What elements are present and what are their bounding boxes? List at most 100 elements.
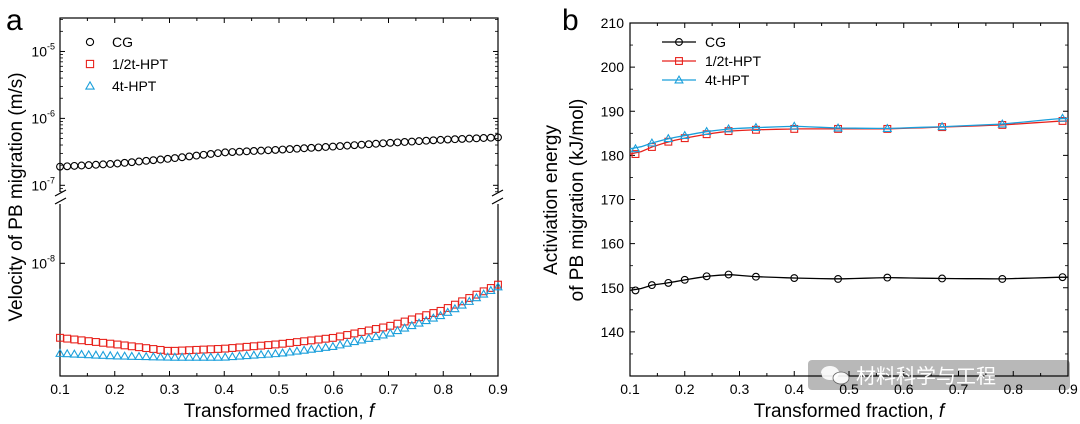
data-point-4t-HPT <box>493 281 503 291</box>
data-point-4t-HPT <box>263 349 274 358</box>
x-tick-label: 0.7 <box>949 381 969 397</box>
data-point-CG <box>91 160 100 169</box>
data-point-CG <box>135 157 143 166</box>
y-tick-label: 180 <box>601 147 625 163</box>
data-point-CG <box>127 158 136 167</box>
data-point-1/2t-HPT <box>199 345 208 354</box>
data-point-4t-HPT <box>249 350 259 359</box>
data-point-CG <box>494 133 502 142</box>
data-point-CG <box>113 159 122 168</box>
data-point-1/2t-HPT <box>998 120 1007 129</box>
data-point-4t-HPT <box>227 351 238 361</box>
data-point-CG <box>883 273 892 282</box>
data-point-1/2t-HPT <box>350 329 359 338</box>
data-point-4t-HPT <box>414 318 424 327</box>
wechat-icon <box>821 366 850 385</box>
chart-b-y-axis-label-line2: of PB migration (kJ/mol) <box>567 99 588 302</box>
data-point-4t-HPT <box>327 341 338 350</box>
data-point-CG <box>192 151 201 160</box>
data-point-4t-HPT <box>435 310 446 320</box>
data-point-CG <box>142 156 151 165</box>
data-point-4t-HPT <box>112 350 123 360</box>
data-point-4t-HPT <box>385 328 396 337</box>
y-tick-label: 150 <box>601 280 625 296</box>
data-point-CG <box>343 141 352 150</box>
data-point-4t-HPT <box>98 350 108 359</box>
legend-marker <box>675 57 683 65</box>
data-point-CG <box>393 138 402 147</box>
data-point-CG <box>328 142 337 151</box>
data-point-CG <box>264 146 273 155</box>
data-point-4t-HPT <box>313 343 324 352</box>
data-point-1/2t-HPT <box>364 326 373 335</box>
data-point-4t-HPT <box>270 348 281 358</box>
legend-label: 4t-HPT <box>112 78 157 94</box>
data-point-4t-HPT <box>679 130 690 140</box>
data-point-1/2t-HPT <box>228 344 237 352</box>
data-point-4t-HPT <box>833 122 843 132</box>
data-point-4t-HPT <box>292 346 302 355</box>
data-point-CG <box>249 147 258 155</box>
data-point-CG <box>631 286 640 295</box>
data-point-4t-HPT <box>119 351 130 360</box>
data-point-4t-HPT <box>356 334 367 344</box>
panel-letter-b: b <box>562 4 579 37</box>
data-point-4t-HPT <box>428 313 439 322</box>
data-point-CG <box>149 156 158 165</box>
x-tick-label: 0.3 <box>730 381 750 397</box>
x-tick-label: 0.9 <box>488 381 508 397</box>
data-point-4t-HPT <box>751 122 761 132</box>
chart-b-frame <box>629 22 1069 377</box>
data-point-CG <box>314 143 323 152</box>
y-tick-label: 10-7 <box>31 175 55 193</box>
legend-label: 1/2t-HPT <box>112 56 168 72</box>
data-point-CG <box>199 150 208 159</box>
chart-b: 0.1 0.2 0.3 0.4 0.5 0.6 0.7 0.8 0.9 140 150 160 170… <box>541 15 1078 422</box>
data-point-CG <box>415 137 423 146</box>
data-point-4t-HPT <box>91 350 101 359</box>
data-point-1/2t-HPT <box>113 340 122 349</box>
watermark-background <box>808 360 1070 390</box>
y-tick-label: 160 <box>601 236 625 252</box>
data-point-CG <box>364 140 373 149</box>
y-tick-label: 10-5 <box>31 41 55 59</box>
data-point-CG <box>664 278 673 287</box>
axis-break-slash <box>491 189 504 197</box>
data-point-CG <box>458 134 467 143</box>
data-point-4t-HPT <box>882 123 893 132</box>
data-point-CG <box>938 274 947 283</box>
data-point-1/2t-HPT <box>242 342 251 351</box>
data-point-4t-HPT <box>478 289 489 298</box>
chart-b-x-ticks: 0.1 0.2 0.3 0.4 0.5 0.6 0.7 0.8 0.9 <box>620 23 1078 397</box>
chart-b-legend: CG 1/2t-HPT 4t-HPT <box>662 34 761 88</box>
data-point-4t-HPT <box>406 320 417 330</box>
watermark: 材料科学与工程 <box>808 360 1070 390</box>
x-tick-label: 0.8 <box>1004 381 1024 397</box>
legend-label: 4t-HPT <box>705 72 750 88</box>
data-point-4t-HPT <box>342 338 353 347</box>
data-point-1/2t-HPT <box>379 323 388 332</box>
y-tick-label: 200 <box>601 59 625 75</box>
data-point-CG <box>278 145 287 154</box>
data-point-1/2t-HPT <box>336 332 344 341</box>
data-point-1/2t-HPT <box>278 339 287 348</box>
x-tick-label: 0.1 <box>50 381 70 397</box>
data-point-CG <box>790 274 799 282</box>
legend-label: CG <box>112 34 133 50</box>
data-point-4t-HPT <box>363 333 374 342</box>
data-point-CG <box>998 274 1007 283</box>
chart-a-y-ticks: 10-5 10-6 10-7 10-8 <box>31 19 498 271</box>
data-point-4t-HPT <box>464 296 475 305</box>
data-point-4t-HPT <box>256 349 266 359</box>
data-point-4t-HPT <box>162 352 173 361</box>
data-point-CG <box>99 160 108 169</box>
data-point-1/2t-HPT <box>221 344 230 353</box>
data-point-CG <box>486 133 495 142</box>
x-tick-label: 0.6 <box>894 381 914 397</box>
data-point-1/2t-HPT <box>264 341 273 349</box>
legend-marker <box>674 74 684 84</box>
data-point-4t-HPT <box>306 344 317 353</box>
data-point-1/2t-HPT <box>257 341 265 350</box>
data-point-CG <box>680 275 689 284</box>
data-point-4t-HPT <box>126 351 137 360</box>
